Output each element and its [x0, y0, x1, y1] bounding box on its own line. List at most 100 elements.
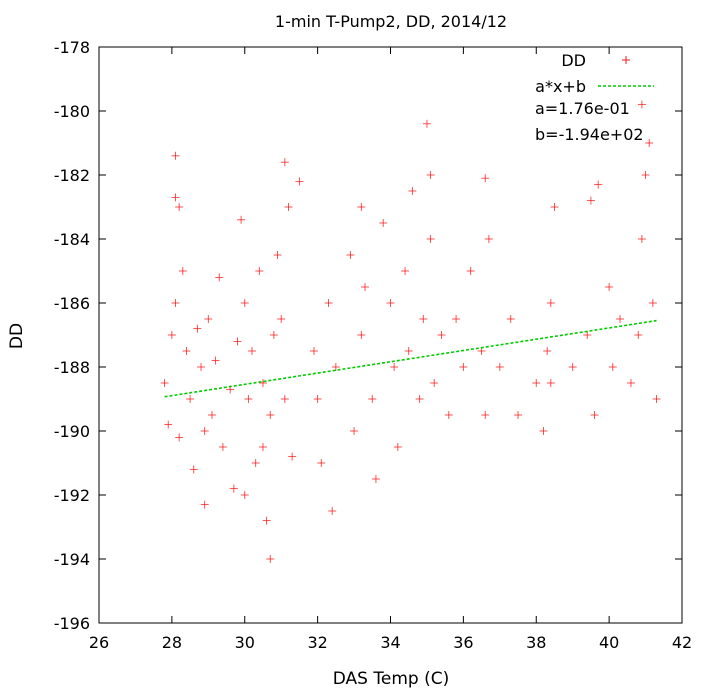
x-tick-label: 40 [599, 633, 619, 652]
data-point [240, 491, 249, 499]
data-point [514, 411, 523, 419]
data-point [404, 347, 413, 355]
data-point [444, 411, 453, 419]
data-point [393, 443, 402, 451]
data-point [197, 363, 206, 371]
data-point [481, 411, 490, 419]
data-point [295, 177, 304, 186]
data-point [328, 507, 337, 515]
data-point [171, 151, 180, 160]
data-point [371, 475, 380, 483]
x-axis-label: DAS Temp (C) [333, 669, 449, 689]
y-tick-label: -190 [54, 422, 90, 441]
data-point [637, 235, 646, 243]
y-tick-label: -178 [54, 38, 90, 57]
data-point [248, 347, 257, 355]
data-point [200, 427, 209, 435]
x-tick-label: 38 [526, 633, 546, 652]
data-point [200, 500, 209, 509]
data-point [608, 363, 617, 371]
data-point [240, 299, 249, 307]
data-point [175, 433, 184, 442]
data-point [193, 324, 202, 333]
x-axis: 26 28 30 32 34 36 38 40 42 [89, 47, 692, 652]
data-point [645, 139, 654, 147]
y-tick-label: -184 [54, 230, 90, 249]
y-tick-label: -192 [54, 486, 90, 505]
data-point [175, 203, 184, 211]
data-point [164, 420, 173, 429]
data-point [637, 100, 646, 109]
data-point [284, 203, 293, 211]
data-point [368, 395, 377, 403]
data-point [539, 427, 548, 435]
data-point [269, 331, 278, 339]
data-point [459, 363, 468, 371]
data-point [379, 219, 388, 227]
chart-title: 1-min T-Pump2, DD, 2014/12 [275, 12, 507, 31]
data-point [550, 203, 559, 211]
annotation-b: b=-1.94e+02 [535, 125, 644, 144]
data-point [648, 299, 657, 307]
y-tick-label: -182 [54, 166, 90, 185]
data-point [586, 196, 595, 205]
legend-label-fit: a*x+b [535, 77, 586, 96]
legend-marker-dd [622, 56, 630, 64]
data-point [346, 251, 355, 259]
data-point [244, 395, 253, 403]
data-point [626, 379, 635, 387]
y-tick-label: -186 [54, 294, 90, 313]
data-point [280, 395, 289, 403]
data-point [186, 395, 195, 403]
data-point [309, 347, 318, 355]
data-point [568, 363, 577, 371]
data-point [167, 331, 176, 339]
data-point [171, 193, 180, 202]
data-point [237, 215, 246, 224]
data-point [484, 235, 493, 243]
x-tick-label: 28 [162, 633, 182, 652]
data-point [546, 299, 555, 307]
data-point [313, 395, 322, 403]
y-tick-label: -194 [54, 550, 90, 569]
x-tick-label: 42 [672, 633, 692, 652]
data-point [430, 379, 439, 387]
y-tick-label: -180 [54, 102, 90, 121]
data-point [543, 347, 552, 355]
x-tick-label: 26 [89, 633, 109, 652]
data-point [211, 356, 220, 365]
data-point [401, 267, 410, 275]
data-point [266, 411, 275, 419]
data-point [532, 379, 541, 387]
fit-line [164, 319, 657, 398]
data-point [466, 267, 475, 275]
data-point [262, 516, 271, 525]
data-point [229, 484, 238, 493]
annotation-a: a=1.76e-01 [535, 99, 630, 118]
data-point [390, 363, 399, 371]
data-point [255, 267, 264, 275]
data-point [350, 427, 359, 435]
data-point [258, 379, 267, 387]
legend: DD a*x+b a=1.76e-01 b=-1.94e+02 [535, 51, 654, 144]
data-point [481, 174, 490, 183]
y-axis: -196 -194 -192 -190 -188 -186 -184 -182 -180 -178 [54, 38, 682, 633]
data-point [182, 347, 191, 355]
data-point [317, 459, 326, 467]
data-point [452, 315, 461, 323]
data-point [437, 331, 446, 339]
data-point [288, 452, 297, 461]
data-point [178, 267, 187, 275]
data-point [415, 395, 424, 403]
data-point [386, 299, 395, 307]
x-tick-label: 30 [235, 633, 255, 652]
data-point [324, 299, 333, 307]
data-point [419, 315, 428, 323]
data-point [546, 379, 555, 387]
scatter-points [160, 100, 661, 563]
data-point [357, 331, 366, 339]
data-point [215, 273, 224, 282]
data-point [594, 180, 603, 189]
x-tick-label: 32 [307, 633, 327, 652]
